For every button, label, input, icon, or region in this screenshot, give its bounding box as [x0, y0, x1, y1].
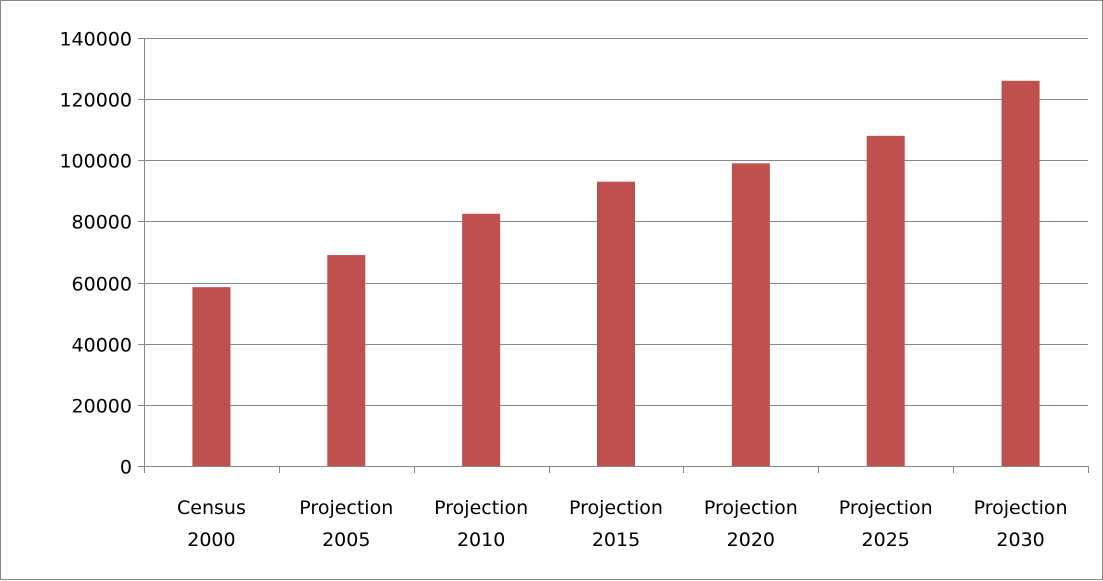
x-category-label: 2000 [187, 529, 235, 551]
x-category-label: 2010 [457, 529, 505, 551]
bar [866, 135, 905, 467]
bar [1001, 80, 1040, 467]
y-tick-label: 0 [120, 457, 132, 479]
y-tick-label: 80000 [72, 212, 132, 234]
x-category-label: 2030 [996, 529, 1044, 551]
bar [597, 181, 635, 466]
bar [731, 163, 770, 467]
y-tick-label: 40000 [72, 335, 132, 357]
y-tick-label: 20000 [72, 396, 132, 418]
x-category-label: Projection [974, 497, 1068, 519]
x-category-label: Projection [704, 497, 798, 519]
x-category-label: Projection [434, 497, 528, 519]
bars [192, 80, 1040, 467]
x-category-label: 2020 [727, 529, 775, 551]
x-category-label: Projection [839, 497, 933, 519]
y-tick-label: 60000 [72, 274, 132, 296]
x-axis-category-labels: Census 2000 Projection 2005 Projection 2010 Pr… [177, 497, 1068, 551]
y-axis-tick-labels: 0 20000 40000 60000 80000 100000 120000 140000 [59, 29, 132, 479]
axes [138, 38, 1089, 473]
x-category-label: 2015 [592, 529, 640, 551]
x-category-label: 2005 [322, 529, 370, 551]
bar [327, 255, 366, 466]
bar [192, 287, 231, 466]
y-tick-label: 120000 [59, 90, 132, 112]
x-category-label: Census [177, 497, 246, 519]
x-category-label: 2025 [862, 529, 910, 551]
bar [462, 213, 501, 466]
y-tick-label: 140000 [59, 29, 132, 51]
x-category-label: Projection [569, 497, 663, 519]
x-category-label: Projection [299, 497, 393, 519]
y-tick-label: 100000 [59, 151, 132, 173]
